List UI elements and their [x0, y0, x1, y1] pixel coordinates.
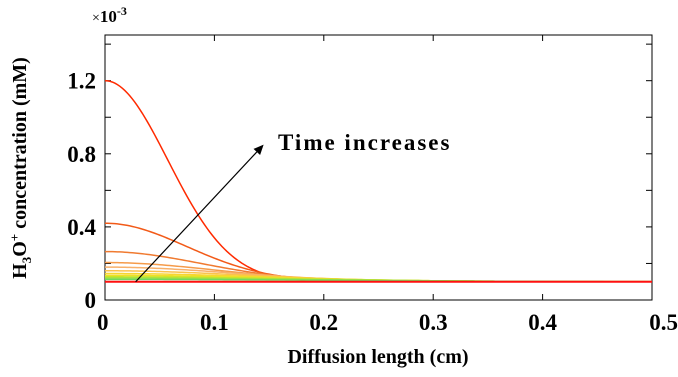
annotation-text: Time increases	[278, 130, 451, 155]
y-axis-label: H3O+ concentration (mM)	[7, 57, 34, 279]
y-label-rest: concentration (mM)	[9, 57, 31, 234]
y-multiplier-times: ×	[92, 11, 100, 26]
tick-labels: 0 0.1 0.2 0.3 0.4 0.5 0 0.4 0.8 1.2	[67, 69, 678, 335]
series-lines	[104, 79, 652, 283]
x-tick-label: 0.5	[649, 310, 678, 335]
y-label-sup: +	[7, 234, 22, 241]
y-tick-label: 0.8	[67, 142, 96, 167]
x-tick-label: 0	[97, 310, 109, 335]
y-tick-label: 0.4	[67, 215, 96, 240]
y-tick-label: 0	[85, 288, 97, 313]
plot-frame	[104, 34, 653, 301]
x-tick-label: 0.3	[419, 310, 448, 335]
x-tick-label: 0.1	[200, 310, 229, 335]
x-tick-label: 0.4	[528, 310, 557, 335]
y-label-o: O	[9, 241, 31, 257]
y-multiplier-base: 10	[100, 7, 117, 26]
y-multiplier-exp: -3	[117, 4, 127, 18]
arrow-head-icon	[253, 144, 264, 156]
y-label-sub: 3	[19, 256, 34, 263]
y-multiplier: ×10-3	[92, 4, 127, 26]
y-label-h: H	[9, 263, 31, 279]
x-tick-label: 0.2	[309, 310, 338, 335]
annotation: Time increases	[135, 130, 451, 283]
time-arrow	[135, 151, 258, 283]
y-tick-label: 1.2	[67, 69, 96, 94]
x-axis-label: Diffusion length (cm)	[287, 346, 468, 368]
